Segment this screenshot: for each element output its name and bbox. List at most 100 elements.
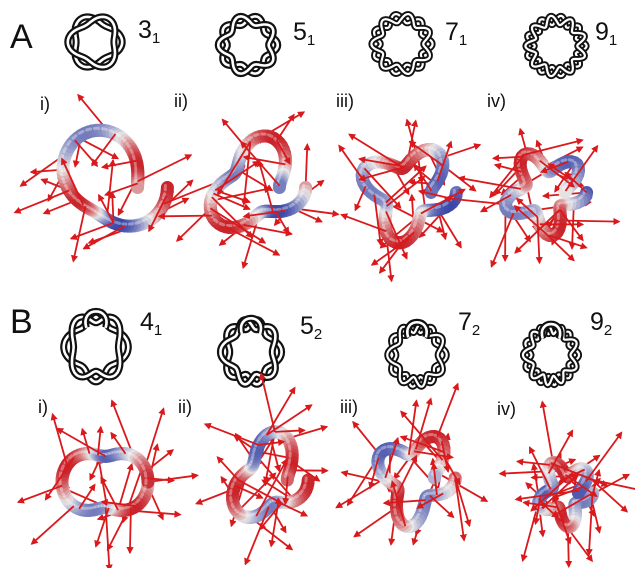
knot-tube-highlight: [256, 436, 262, 442]
tangent-arrow: [234, 484, 264, 499]
tangent-arrow: [74, 139, 99, 167]
knot-tube-highlight: [266, 500, 271, 505]
tangent-arrow: [437, 209, 462, 249]
tangent-arrow: [255, 458, 288, 517]
tangent-arrow: [523, 138, 584, 156]
tangent-arrow: [335, 477, 386, 509]
knot-tube-highlight: [556, 202, 560, 207]
tangent-arrow: [522, 499, 558, 508]
tangent-arrow: [237, 479, 283, 504]
knot-tube-highlight: [108, 129, 115, 134]
knot-tube-highlight: [437, 166, 442, 174]
tangent-arrow: [263, 431, 276, 485]
knot-tube-highlight: [218, 222, 226, 227]
knot-strand-lobe-inner: [406, 321, 428, 338]
knot-tube-highlight: [206, 204, 211, 212]
tangent-arrow: [265, 386, 296, 436]
knot-tube-highlight: [504, 206, 510, 212]
tangent-arrow: [50, 412, 68, 466]
tangent-arrow: [117, 462, 134, 511]
tangent-arrow: [513, 205, 547, 235]
tangent-arrow: [100, 498, 137, 507]
knot-tube-highlight: [281, 432, 287, 438]
tangent-arrow: [454, 477, 472, 528]
knot-tube-highlight: [393, 507, 397, 515]
knot-tube-highlight: [382, 199, 387, 204]
panel-label-b: B: [10, 303, 33, 341]
knot-tube-highlight: [92, 451, 98, 455]
tangent-arrow: [56, 427, 107, 458]
tangent-arrow: [354, 185, 367, 212]
knot-strand-lobe-inner: [540, 322, 562, 339]
knot-tube-highlight: [403, 450, 409, 455]
knot-strand-lobe-inner: [239, 317, 263, 335]
knot-tube-highlight: [288, 497, 295, 502]
tangent-arrow: [244, 506, 270, 566]
knot-label-7-1: 71: [445, 18, 468, 49]
knot-tube-highlight: [250, 457, 254, 463]
tangent-arrow: [352, 420, 381, 456]
knot-tube-highlight: [358, 168, 363, 175]
tangent-arrow: [515, 458, 550, 466]
tangent-arrow: [585, 495, 594, 557]
knot-tube-highlight: [70, 502, 76, 508]
tangent-arrow: [408, 399, 420, 455]
tangent-arrow: [385, 211, 408, 260]
knot-tube-highlight: [293, 494, 300, 499]
knot-tube-highlight: [520, 150, 527, 155]
knot-label-5-1: 51: [293, 18, 316, 49]
knot-tube-highlight: [287, 444, 292, 451]
knot-tube-highlight: [212, 218, 219, 224]
knot-tube-highlight: [64, 184, 69, 190]
knot-tube-highlight: [436, 460, 441, 467]
knot-tube-highlight: [67, 454, 74, 460]
knot-diagram-4-1: [60, 308, 132, 386]
knot-tube-highlight: [412, 443, 418, 449]
tangent-arrow: [368, 457, 380, 490]
knot-tube-highlight: [442, 486, 449, 492]
knot-tube-highlight: [562, 185, 567, 191]
knot-tube-highlight: [452, 189, 456, 196]
knot-tube-highlight: [507, 189, 514, 195]
tangent-arrow: [242, 209, 286, 220]
knot-strand-lobe-inner: [84, 310, 108, 329]
knot-tube-highlight: [90, 505, 96, 510]
tangent-arrow: [564, 474, 598, 498]
knot-tube-highlight: [77, 129, 85, 135]
knot-tube-highlight: [238, 512, 245, 517]
knot-tube-highlight: [285, 437, 290, 444]
knot-tube-highlight: [125, 142, 131, 149]
knot-tube-highlight: [442, 201, 449, 207]
tangent-arrow: [491, 154, 523, 162]
tangent-arrow: [100, 476, 119, 511]
knot-tube-highlight: [234, 158, 239, 165]
knot-tube-highlight: [386, 478, 393, 484]
tangent-arrow: [137, 154, 193, 183]
knot-tube-highlight: [108, 451, 114, 455]
knot-tube-highlight: [448, 481, 454, 488]
knot-tube-highlight: [129, 148, 134, 155]
knot-tube-highlight: [62, 146, 68, 154]
tangent-arrow: [242, 154, 286, 166]
knot-label-7-2: 72: [458, 308, 481, 339]
tangent-arrow: [213, 192, 251, 211]
tangent-arrow: [528, 446, 552, 490]
knot-tube-highlight: [577, 194, 584, 201]
knot-tube-highlight: [286, 464, 290, 470]
knot-tube-highlight: [380, 445, 387, 450]
tangent-arrow: [216, 456, 239, 481]
knot-tube-highlight: [559, 467, 564, 473]
knot-tube-highlight: [236, 472, 242, 478]
tangent-arrow: [274, 427, 306, 435]
knot-tube-highlight: [436, 490, 443, 494]
knot-tube-highlight: [230, 482, 235, 489]
tangent-arrow: [541, 473, 579, 509]
knot-tube-highlight: [294, 197, 301, 204]
tangent-arrow: [392, 231, 415, 250]
knot-tube-highlight: [560, 158, 568, 163]
knot-tube-highlight: [97, 212, 103, 217]
tangent-arrow: [358, 156, 406, 168]
knot-tube-highlight: [71, 134, 78, 140]
knot-tube-highlight: [67, 189, 73, 196]
